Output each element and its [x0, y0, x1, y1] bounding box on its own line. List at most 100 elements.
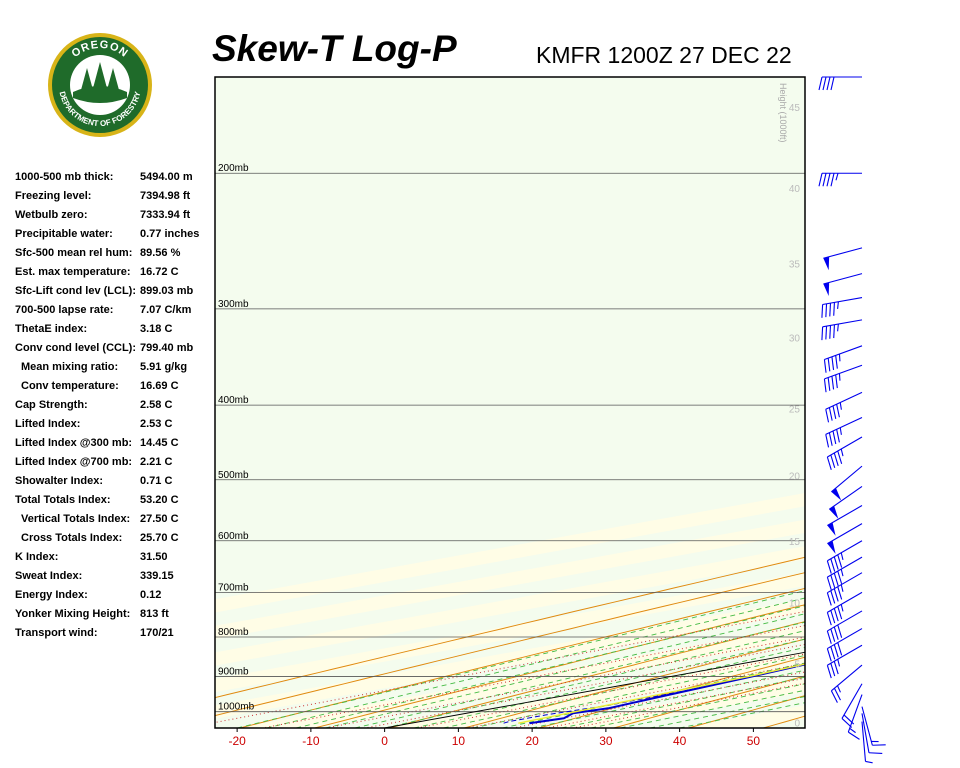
index-row: Sweat Index: 339.15 [15, 567, 215, 586]
index-label: 700-500 lapse rate: [15, 304, 114, 316]
index-value: 7.07 C/km [140, 304, 192, 316]
index-row: Lifted Index: 2.53 C [15, 415, 215, 434]
isotherm-band [532, 678, 805, 728]
index-row: Transport wind: 170/21 [15, 624, 215, 643]
index-row: Yonker Mixing Height: 813 ft [15, 605, 215, 624]
index-label: Lifted Index: [15, 418, 81, 430]
index-row: Mean mixing ratio: 5.91 g/kg [15, 358, 215, 377]
height-tick-label: 35 [789, 260, 801, 271]
plot-area: 200mb 300mb 400mb 500mb 600mb 700mb 800mb 900mb… [215, 77, 960, 730]
pressure-label: 1000mb [218, 702, 255, 713]
index-label: Mean mixing ratio: [21, 361, 119, 373]
index-value: 813 ft [140, 608, 169, 620]
pressure-label: 700mb [218, 582, 249, 593]
index-label: 1000-500 mb thick: [15, 171, 114, 183]
index-row: Energy Index: 0.12 [15, 586, 215, 605]
wind-barb [861, 713, 883, 754]
isotherm-band [215, 493, 805, 613]
height-tick-label: 45 [789, 103, 801, 114]
index-label: Conv cond level (CCL): [15, 342, 137, 354]
index-row: Total Totals Index: 53.20 C [15, 491, 215, 510]
moist-adiabat-line [295, 605, 805, 728]
pressure-label: 800mb [218, 627, 249, 638]
wind-barb [826, 572, 863, 606]
height-tick-label: 20 [789, 472, 801, 483]
index-label: Freezing level: [15, 190, 92, 202]
index-value: 0.71 C [140, 475, 173, 487]
mixing-ratio-line [325, 636, 805, 728]
height-tick-label: 5 [794, 660, 800, 671]
index-label: Sfc-Lift cond lev (LCL): [15, 285, 136, 297]
index-row: Est. max temperature: 16.72 C [15, 263, 215, 282]
index-row: 1000-500 mb thick: 5494.00 m [15, 168, 215, 187]
x-tick-label: -10 [302, 734, 320, 748]
index-row: Wetbulb zero: 7333.94 ft [15, 206, 215, 225]
x-tick-label: 20 [525, 734, 539, 748]
height-tick-label: 0 [794, 719, 800, 730]
index-value: 14.45 C [140, 437, 179, 449]
x-tick-label: 0 [381, 734, 388, 748]
index-value: 25.70 C [140, 532, 179, 544]
logo-seal-icon: OREGON DEPARTMENT OF FORESTRY [48, 33, 152, 137]
x-tick-label: 50 [747, 734, 761, 748]
wind-barb [828, 485, 863, 519]
isotherm-band [679, 705, 805, 728]
wind-barb [823, 273, 863, 297]
x-tick-label: 40 [673, 734, 687, 748]
index-row: Freezing level: 7394.98 ft [15, 187, 215, 206]
index-label: ThetaE index: [15, 323, 88, 335]
index-value: 53.20 C [140, 494, 179, 506]
index-value: 27.50 C [140, 513, 179, 525]
index-row: Conv temperature: 16.69 C [15, 377, 215, 396]
plot-frame [214, 76, 806, 729]
wind-barb [818, 76, 862, 91]
index-label: Yonker Mixing Height: [15, 608, 131, 620]
isotherm-band [215, 599, 805, 719]
height-tick-label: 15 [789, 537, 801, 548]
wind-barb [826, 610, 863, 644]
wind-barb [826, 591, 863, 626]
moist-adiabat-line [236, 590, 805, 728]
isotherm-band [215, 546, 805, 666]
dry-adiabat-line [838, 77, 960, 728]
wind-barb [826, 540, 863, 574]
index-row: Sfc-500 mean rel hum: 89.56 % [15, 244, 215, 263]
index-value: 0.12 [140, 589, 162, 601]
index-row: Conv cond level (CCL): 799.40 mb [15, 339, 215, 358]
index-value: 89.56 % [140, 247, 181, 259]
index-value: 799.40 mb [140, 342, 194, 354]
wind-barb [841, 683, 863, 728]
station-label: KMFR 1200Z 27 DEC 22 [536, 42, 792, 68]
wind-barb [827, 523, 863, 554]
x-tick-label: -20 [228, 734, 246, 748]
wind-barb [830, 664, 863, 703]
index-value: 2.21 C [140, 456, 173, 468]
index-label: Sfc-500 mean rel hum: [15, 247, 133, 259]
wind-barb [826, 628, 863, 662]
wind-barb [826, 556, 863, 591]
wind-barb [827, 505, 863, 536]
index-row: Cross Totals Index: 25.70 C [15, 529, 215, 548]
parcel_path-line [518, 663, 805, 724]
wind-barb [861, 721, 873, 764]
index-row: Precipitable water: 0.77 inches [15, 225, 215, 244]
isotherm-band [237, 625, 805, 728]
x-tick-label: 30 [599, 734, 613, 748]
height-axis-label: Height (1000ft) [778, 83, 788, 143]
wind-barb [861, 706, 886, 746]
wind-barb [831, 465, 863, 501]
index-label: Wetbulb zero: [15, 209, 88, 221]
index-value: 7333.94 ft [140, 209, 191, 221]
temperature-line [529, 663, 805, 725]
index-value: 31.50 [140, 551, 168, 563]
index-value: 5.91 g/kg [140, 361, 188, 373]
index-label: Sweat Index: [15, 570, 83, 582]
wind-barb [823, 345, 863, 373]
index-value: 7394.98 ft [140, 190, 191, 202]
wind-barb [823, 247, 863, 271]
height-tick-label: 40 [789, 184, 801, 195]
index-label: Showalter Index: [15, 475, 104, 487]
dry-adiabat-line [913, 77, 960, 728]
pressure-label: 400mb [218, 395, 249, 406]
height-tick-label: 30 [789, 334, 801, 345]
